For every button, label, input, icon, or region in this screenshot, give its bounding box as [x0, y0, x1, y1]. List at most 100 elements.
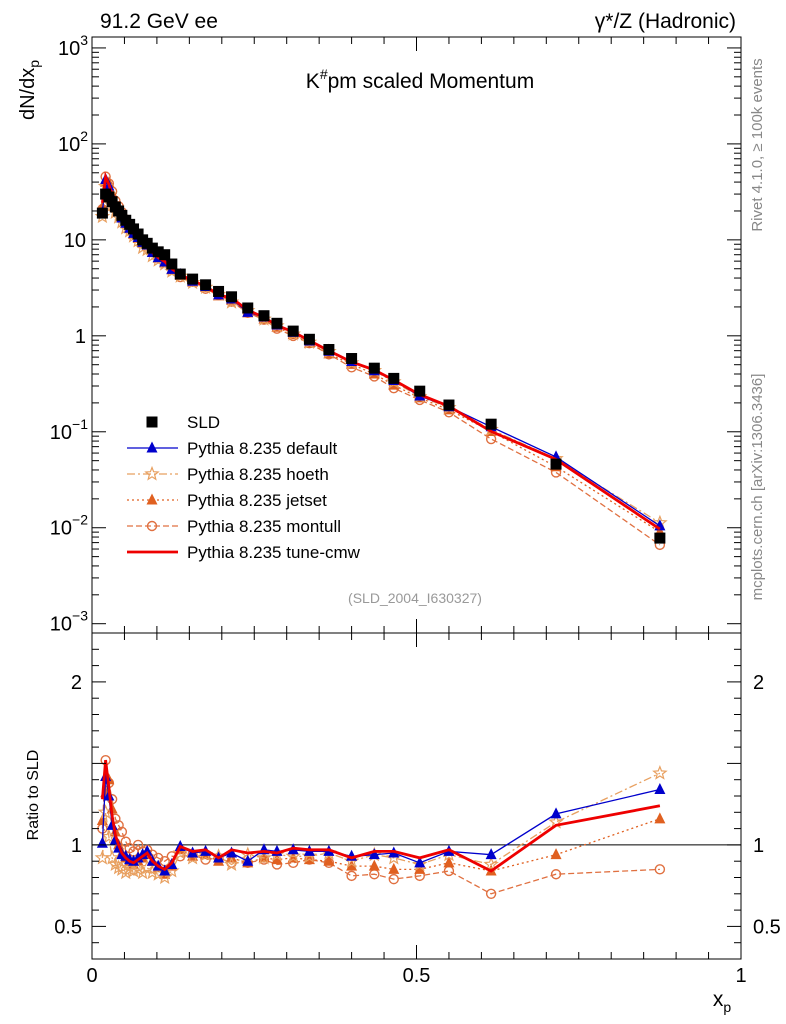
ratio-tick-label: 0.5: [54, 916, 82, 938]
legend-label-pythia-8-235-default: Pythia 8.235 default: [187, 439, 338, 458]
ratio-tick-label-right: 1: [753, 835, 764, 857]
data-point-sld: [226, 291, 238, 303]
ratio-point-pythia-8-235-default: [654, 782, 666, 794]
data-point-sld: [414, 385, 426, 397]
ratio-y-axis-label: Ratio to SLD: [25, 750, 42, 841]
data-point-sld: [287, 325, 299, 337]
ratio-point-pythia-8-235-default: [226, 846, 238, 858]
chart-title: K#pm scaled Momentum: [306, 66, 534, 93]
ratio-point-pythia-8-235-hoeth: [118, 864, 134, 880]
ratio-point-pythia-8-235-montull: [654, 864, 666, 875]
x-tick-label: 0: [86, 965, 97, 987]
ratio-point-pythia-8-235-default: [242, 854, 254, 866]
ratio-tick-label-right: 2: [753, 672, 764, 694]
data-point-sld: [258, 310, 270, 322]
ratio-point-pythia-8-235-default: [414, 856, 426, 868]
ratio-tick-label: 1: [71, 835, 82, 857]
data-point-sld: [159, 249, 171, 261]
rivet-label: Rivet 4.1.0, ≥ 100k events: [749, 58, 766, 231]
ratio-line-pythia-8-235-jetset: [101, 779, 661, 876]
ratio-point-pythia-8-235-jetset: [388, 862, 400, 874]
ratio-point-pythia-8-235-montull: [388, 873, 399, 885]
data-point-sld: [96, 207, 108, 219]
analysis-label: (SLD_2004_I630327): [348, 590, 482, 606]
mcplots-label: mcplots.cern.ch [arXiv:1306.3436]: [749, 374, 766, 601]
y-axis-label: dN/dxp: [17, 60, 42, 120]
ratio-point-pythia-8-235-default: [485, 848, 497, 860]
ratio-point-pythia-8-235-jetset: [346, 859, 358, 871]
ratio-point-pythia-8-235-jetset: [414, 862, 426, 874]
header-left: 91.2 GeV ee: [100, 10, 218, 33]
ratio-point-pythia-8-235-hoeth: [223, 856, 240, 872]
legend-label-pythia-8-235-montull: Pythia 8.235 montull: [187, 517, 341, 536]
legend-label-sld: SLD: [187, 413, 220, 432]
x-tick-label: 1: [735, 965, 746, 987]
legend-label-pythia-8-235-jetset: Pythia 8.235 jetset: [187, 491, 327, 510]
ratio-tick-label: 2: [71, 672, 82, 694]
ratio-point-pythia-8-235-hoeth: [125, 862, 142, 878]
data-point-sld: [550, 458, 562, 470]
ratio-point-pythia-8-235-jetset: [654, 812, 666, 824]
ratio-point-pythia-8-235-hoeth: [256, 849, 272, 865]
y-tick-label: 1: [75, 326, 86, 348]
x-axis-label: xp: [713, 988, 732, 1015]
ratio-point-pythia-8-235-default: [368, 848, 380, 860]
data-point-sld: [152, 246, 164, 258]
ratio-point-pythia-8-235-hoeth: [483, 856, 499, 872]
legend-marker-pythia-8-235-montull: [146, 520, 158, 532]
data-point-sld: [187, 273, 199, 285]
ratio-point-pythia-8-235-default: [141, 844, 153, 856]
ratio-point-pythia-8-235-default: [137, 848, 149, 860]
data-point-sld: [303, 333, 315, 345]
data-point-sld: [368, 362, 380, 374]
legend-label-pythia-8-235-tune-cmw: Pythia 8.235 tune-cmw: [187, 543, 361, 562]
header-right: γ*/Z (Hadronic): [595, 10, 736, 33]
data-point-sld: [323, 344, 335, 356]
ratio-point-pythia-8-235-hoeth: [301, 848, 318, 863]
legend-marker-pythia-8-235-default: [146, 441, 158, 453]
ratio-point-pythia-8-235-hoeth: [386, 849, 402, 865]
ratio-point-pythia-8-235-default: [132, 851, 144, 863]
data-point-sld: [146, 242, 158, 254]
y-tick-label: 102: [58, 128, 88, 156]
ratio-point-pythia-8-235-hoeth: [184, 849, 201, 865]
y-tick-label: 10−2: [50, 512, 88, 540]
data-point-sld: [242, 302, 254, 314]
ratio-line-pythia-8-235-tune-cmw: [101, 759, 661, 873]
legend-marker-sld: [146, 416, 158, 428]
data-point-sld: [132, 228, 144, 240]
ratio-point-pythia-8-235-jetset: [323, 854, 335, 866]
x-tick-label: 0.5: [403, 965, 431, 987]
ratio-point-pythia-8-235-hoeth: [652, 765, 668, 780]
y-tick-label: 103: [58, 32, 88, 60]
data-point-sld: [200, 279, 212, 291]
data-point-sld: [654, 532, 666, 544]
ratio-point-pythia-8-235-default: [550, 807, 562, 819]
y-tick-label: 10−1: [50, 416, 88, 444]
legend: SLD Pythia 8.235 default Pythia 8.235 hoet…: [127, 413, 361, 562]
data-point-sld: [166, 258, 178, 270]
data-point-sld: [271, 317, 283, 329]
ratio-tick-label-right: 0.5: [753, 916, 781, 938]
ratio-point-pythia-8-235-montull: [485, 888, 497, 899]
ratio-point-pythia-8-235-jetset: [443, 856, 455, 868]
ratio-point-pythia-8-235-jetset: [550, 848, 562, 860]
data-point-sld: [388, 372, 400, 384]
ratio-point-pythia-8-235-montull: [346, 870, 357, 882]
legend-label-pythia-8-235-hoeth: Pythia 8.235 hoeth: [187, 465, 329, 484]
data-point-sld: [174, 268, 186, 280]
ratio-point-pythia-8-235-hoeth: [343, 853, 360, 868]
ratio-point-pythia-8-235-montull: [550, 869, 562, 880]
y-tick-label: 10−3: [50, 608, 88, 636]
legend-marker-pythia-8-235-hoeth: [144, 465, 160, 481]
y-tick-label: 10: [64, 230, 86, 252]
data-point-sld: [213, 285, 225, 297]
data-point-sld: [443, 399, 455, 411]
data-point-sld: [485, 418, 497, 430]
ratio-point-pythia-8-235-jetset: [271, 853, 283, 865]
ratio-point-pythia-8-235-jetset: [368, 859, 380, 871]
ratio-point-pythia-8-235-hoeth: [104, 849, 120, 865]
main-panel: 10−3 10−2 10−1 1 10 102 103: [50, 32, 742, 636]
legend-marker-pythia-8-235-jetset: [146, 493, 158, 505]
